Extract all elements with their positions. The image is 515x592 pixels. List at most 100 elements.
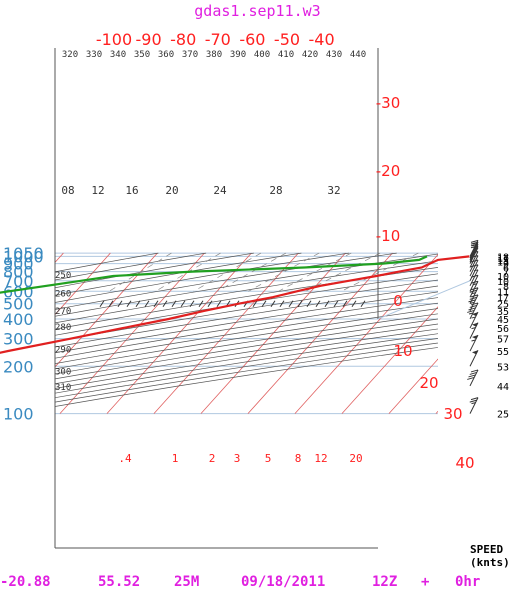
dry-adiabat-line (55, 273, 438, 336)
wind-barb-feather (469, 304, 477, 308)
wind-speed-label: 9 (503, 260, 509, 271)
hatch-mark (108, 300, 114, 307)
wind-barb-staff (469, 269, 479, 287)
dry-adiabat-line (55, 252, 159, 273)
hatch-mark (144, 300, 150, 307)
mixing-ratio-lower-label: 8 (295, 452, 302, 465)
dry-adiabat-line (55, 318, 438, 380)
isotherm-line (388, 358, 438, 414)
theta-left-label: 310 (55, 383, 71, 393)
hatch-mark (171, 300, 177, 307)
pressure-tick-label: 1050 (3, 244, 44, 263)
wind-barb-feather (470, 294, 479, 298)
hatch-mark (351, 300, 357, 307)
wind-barb-staff (469, 247, 479, 264)
mixing-ratio-upper-label: 12 (91, 184, 104, 197)
mixing-ratio-line (278, 252, 352, 292)
wind-speed-label: 8 (503, 282, 509, 293)
isotherm-right-label: 30 (443, 405, 462, 423)
mixing-ratio-line (341, 252, 419, 292)
hatch-mark (288, 300, 294, 307)
wind-barb (469, 239, 479, 257)
hatch-mark (99, 300, 105, 307)
wind-speed-label: 57 (497, 335, 509, 346)
mixing-ratio-line (155, 252, 221, 292)
theta-left-label: 250 (55, 271, 71, 281)
isotherm-top-label: -60 (239, 30, 265, 49)
dry-adiabat-line (55, 323, 438, 385)
theta-top-label: 430 (326, 50, 342, 60)
dry-adiabat-line (55, 252, 254, 289)
wind-barb-staff (469, 259, 479, 277)
mixing-ratio-lower-label: 20 (349, 452, 362, 465)
dry-adiabat-line (55, 347, 438, 407)
footer-hour: 12Z (372, 574, 398, 590)
wind-speed-label: 7 (503, 268, 509, 279)
wind-speed-label: 55 (497, 347, 509, 358)
wind-barb-feather (470, 259, 479, 263)
isotherm-top-label: -40 (309, 30, 335, 49)
right-boundary-slant (377, 280, 471, 320)
pressure-tick-label: 700 (3, 272, 34, 291)
wind-barb-half-feather (471, 316, 476, 319)
isotherm-line (341, 306, 438, 414)
wind-barb-feather (468, 299, 476, 303)
wind-speed-label: 6 (503, 263, 509, 274)
isotherm-right-label: -10 (376, 227, 401, 245)
hatch-mark (342, 300, 348, 307)
mixing-ratio-lower-label: 2 (209, 452, 216, 465)
wind-speed-label: 17 (497, 293, 509, 304)
wind-barb-flag (472, 322, 478, 327)
wind-barb-half-feather (471, 402, 476, 405)
wind-barb-feather (470, 369, 479, 373)
wind-barb-feather (469, 296, 477, 300)
theta-left-label: 300 (55, 368, 71, 378)
theta-top-label: 330 (86, 50, 102, 60)
dry-adiabat-line (55, 291, 438, 354)
wind-speed-label: 45 (497, 315, 509, 326)
wind-barb-staff (469, 275, 479, 292)
footer-date: 09/18/2011 (241, 574, 326, 590)
hatch-mark (324, 300, 330, 307)
mixing-ratio-lower-label: 1 (172, 452, 179, 465)
mixing-ratio-upper-label: 08 (61, 184, 74, 197)
wind-barb-feather (470, 239, 479, 243)
theta-left-label: 270 (55, 307, 71, 317)
wind-barb-flag (472, 335, 478, 340)
isotherm-right-label: 10 (393, 342, 412, 360)
wind-barb-feather (468, 307, 476, 311)
wind-speed-label: 10 (497, 272, 509, 283)
mixing-ratio-lower-label: 5 (265, 452, 272, 465)
dry-adiabat-line (55, 279, 438, 342)
hatch-mark (297, 300, 303, 307)
isotherm-line (153, 252, 299, 414)
isotherm-top-label: -90 (136, 30, 162, 49)
dry-adiabat-line (55, 302, 438, 364)
dry-adiabat-line (55, 252, 350, 303)
pressure-tick-label: 900 (3, 255, 34, 274)
theta-top-label: 340 (110, 50, 126, 60)
wind-speed-label: 15 (497, 256, 509, 267)
mixing-ratio-line (305, 252, 381, 292)
theta-top-label: 370 (182, 50, 198, 60)
hatch-mark (261, 300, 267, 307)
wind-barb (469, 311, 479, 329)
wind-speed-label: 10 (497, 277, 509, 288)
theta-left-label: 260 (55, 289, 71, 299)
footer-lifted-index: -20.88 (0, 574, 51, 590)
mixing-ratio-upper-label: 32 (327, 184, 340, 197)
mixing-ratio-upper-label: 16 (125, 184, 138, 197)
theta-top-label: 360 (158, 50, 174, 60)
wind-barb-half-feather (472, 242, 477, 245)
wind-speed-label: 35 (497, 307, 509, 318)
isotherm-line (200, 252, 346, 414)
theta-left-label: 280 (55, 323, 71, 333)
dry-adiabat-line (55, 267, 438, 330)
hatch-mark (270, 300, 276, 307)
wind-speed-label: 18 (497, 252, 509, 263)
wind-barb (467, 302, 479, 320)
footer-forecast: 0hr (455, 574, 481, 590)
footer-value-3: 25M (174, 574, 200, 590)
isotherm-line (55, 252, 158, 368)
wind-speed-label: 25 (497, 300, 509, 311)
